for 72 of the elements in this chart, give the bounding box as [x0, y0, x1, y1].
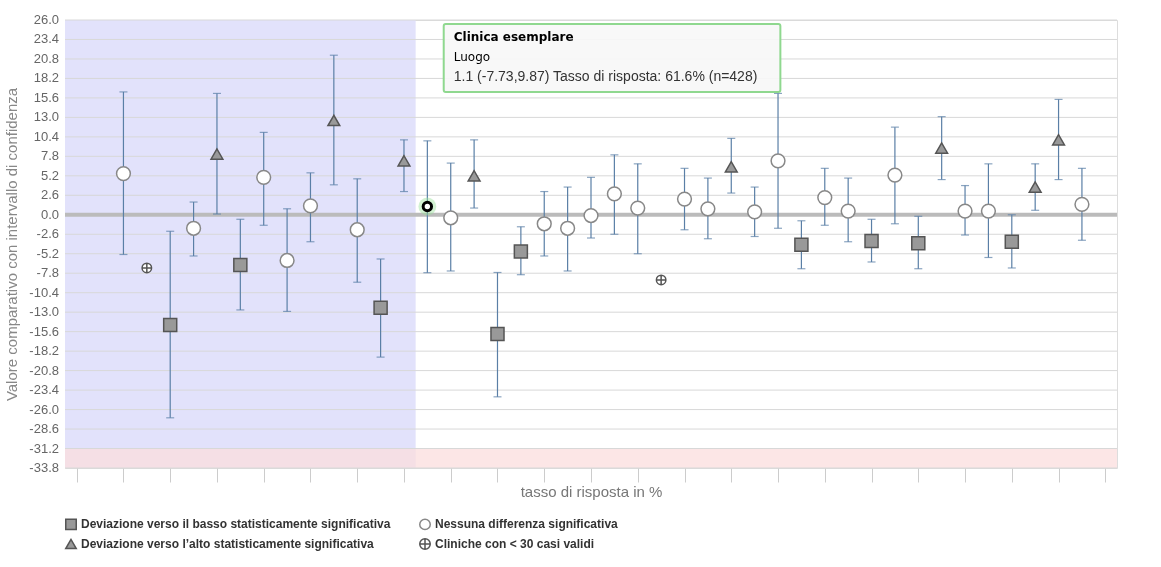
point: [513, 244, 529, 259]
y-tick-label: -33.8: [29, 460, 59, 475]
point: [1028, 181, 1042, 193]
point: [349, 222, 365, 238]
legend-label: Deviazione verso il basso statisticamente significativa: [81, 517, 391, 532]
point: [911, 235, 926, 251]
point: [302, 198, 319, 214]
y-tick-label: -15.6: [29, 323, 59, 339]
y-tick-label: 23.4: [33, 31, 59, 47]
point: [467, 169, 481, 182]
point: [817, 189, 833, 206]
y-tick-label: -10.4: [29, 284, 59, 300]
y-tick-label: -7.8: [36, 265, 59, 281]
y-tick-label: -31.2: [29, 440, 59, 456]
point: [490, 326, 505, 342]
point: [185, 220, 202, 236]
annotation: 1.1 (-7.73,9.87) Tasso di risposta: 61.6% (n=428): [453, 68, 758, 84]
y-tick-label: -5.2: [36, 245, 59, 261]
y-tick-label: -23.4: [29, 382, 59, 398]
y-tick-label: -20.8: [29, 362, 59, 378]
point: [373, 300, 388, 315]
y-tick-label: 26.0: [33, 12, 59, 27]
point: [536, 216, 552, 232]
point: [233, 257, 248, 273]
point: [747, 204, 763, 220]
point: [840, 203, 856, 219]
point: [443, 210, 459, 226]
point: [327, 114, 341, 127]
point: [559, 220, 576, 236]
y-tick-label: 20.8: [33, 50, 59, 66]
legend-label: Nessuna differenza significativa: [435, 517, 619, 532]
legend-label: Cliniche con < 30 casi validi: [435, 537, 595, 551]
point: [980, 203, 997, 219]
y-tick-label: -2.6: [36, 226, 59, 242]
point: [630, 200, 646, 216]
point: [794, 237, 809, 253]
point: [1051, 133, 1066, 146]
y-tick-label: 0.0: [40, 206, 59, 222]
annotation: Clinica esemplare: [453, 30, 574, 44]
point: [279, 252, 295, 269]
y-tick-label: 7.8: [40, 148, 59, 164]
y-tick-label: 13.0: [33, 109, 59, 125]
point: [397, 154, 411, 167]
y-tick-label: 5.2: [40, 167, 59, 183]
y-tick-label: 10.4: [33, 128, 59, 144]
point: [162, 317, 178, 333]
point: [1074, 196, 1090, 212]
point: [606, 186, 623, 202]
point: [700, 201, 716, 217]
point: [724, 160, 738, 173]
y-tick-label: -13.0: [29, 304, 59, 320]
y-axis-title: Valore comparativo con intervallo di confidenza: [2, 87, 20, 402]
point: [935, 142, 949, 154]
y-tick-label: -18.2: [29, 343, 59, 359]
y-tick-label: -26.0: [29, 401, 59, 417]
point: [676, 191, 693, 207]
point: [256, 169, 272, 185]
point: [957, 203, 973, 219]
point: [1004, 234, 1020, 250]
legend-label: Deviazione verso l’alto statisticamente significativa: [81, 537, 375, 551]
x-axis-title: tasso di risposta in %: [520, 483, 663, 500]
point: [583, 207, 599, 224]
annotation: Luogo: [453, 50, 491, 64]
point: [210, 148, 224, 160]
y-tick-label: -28.6: [29, 421, 59, 437]
y-tick-label: 18.2: [33, 70, 59, 86]
point: [770, 153, 786, 169]
point: [887, 167, 903, 183]
y-tick-label: 15.6: [33, 89, 59, 105]
point: [115, 165, 132, 182]
point: [864, 233, 879, 249]
y-tick-label: 2.6: [40, 187, 59, 203]
